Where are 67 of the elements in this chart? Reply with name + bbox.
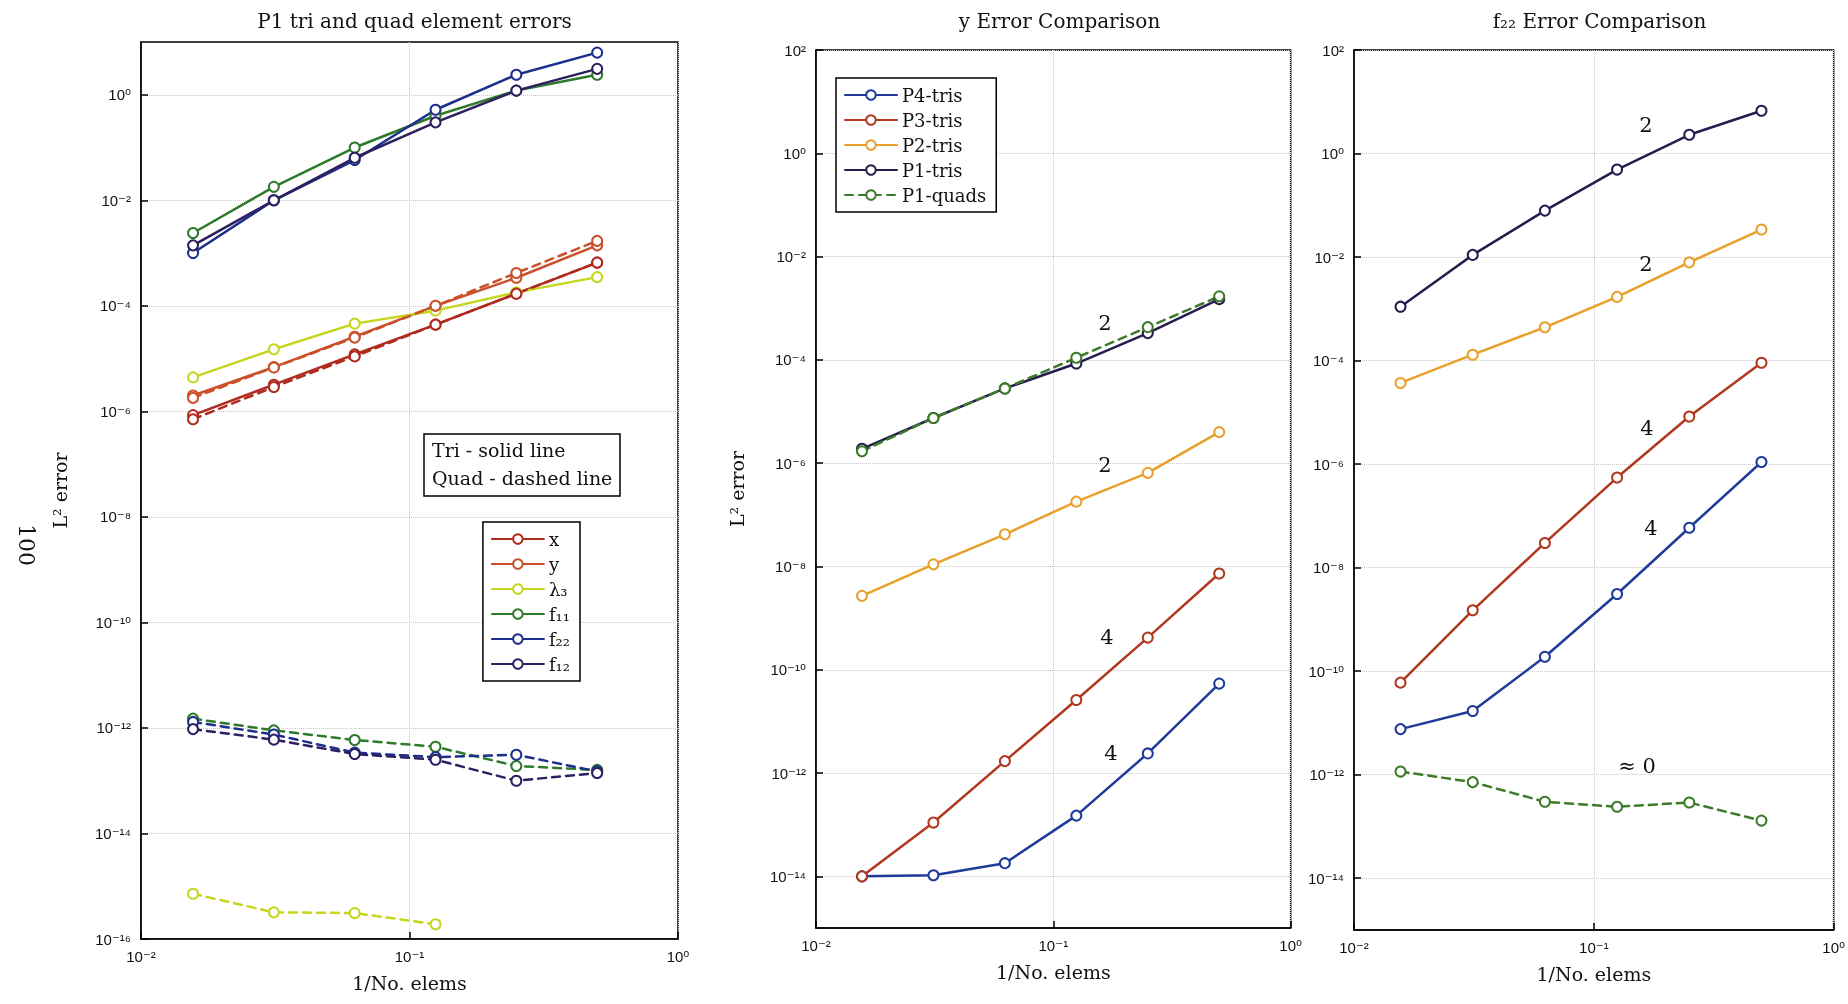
legend-label: P2-tris: [902, 134, 963, 156]
x-tick-label: 10⁰: [1279, 937, 1302, 954]
annotation: 2: [1098, 311, 1112, 335]
y-tick-label: 10⁻¹⁴: [769, 867, 806, 885]
y-tick-label: 10⁻¹²: [771, 764, 806, 782]
x-tick-label: 10⁰: [1822, 939, 1845, 956]
x-axis-title: 1/No. elems: [1536, 962, 1652, 985]
legend-label: f₁₂: [548, 653, 570, 675]
y-tick-label: 10⁻⁴: [1312, 352, 1345, 370]
x-tick-label: 10⁻¹: [1038, 937, 1069, 954]
y-tick-label: 10⁻¹⁰: [770, 661, 806, 679]
annotation: 2: [1639, 113, 1653, 137]
y-tick-label: 10⁰: [1321, 145, 1345, 163]
legend-label: P1-tris: [902, 159, 963, 181]
legend-label: P3-tris: [902, 109, 963, 131]
y-tick-label: 10⁻²: [101, 191, 131, 209]
y-tick-label: 10⁻⁸: [775, 557, 806, 575]
y-tick-label: 10⁻⁶: [100, 402, 131, 420]
x-tick-label: 10⁻²: [801, 937, 831, 954]
annotation: 4: [1100, 625, 1114, 649]
x-axis-title: 1/No. elems: [352, 971, 467, 994]
y-tick-label: 10⁻²: [1314, 248, 1345, 266]
x-axis-title: 1/No. elems: [996, 960, 1111, 983]
annotation: Tri - solid line: [432, 438, 566, 461]
y-tick-label: 10⁻⁸: [1313, 559, 1345, 577]
y-tick-label: 10²: [1322, 41, 1345, 59]
y-tick-label: 10⁻⁴: [99, 297, 131, 315]
y-tick-label: 10⁻⁴: [774, 351, 806, 369]
legend-label: P1-quads: [902, 184, 987, 206]
y-tick-label: 10⁻¹⁰: [1308, 662, 1345, 680]
legend-label: λ₃: [548, 578, 568, 600]
y-axis-title: L² error: [48, 451, 71, 529]
y-tick-label: 10⁻¹⁰: [95, 613, 131, 631]
y-tick-label: 10⁻¹⁴: [1308, 869, 1345, 887]
annotation: Quad - dashed line: [432, 466, 613, 489]
legend-label: f₁₁: [548, 603, 570, 625]
y-tick-label: 10⁻²: [776, 248, 806, 266]
annotation: 4: [1104, 741, 1118, 765]
y-tick-label: 10²: [784, 41, 806, 59]
legend-label: P4-tris: [902, 84, 963, 106]
x-tick-label: 10⁰: [666, 948, 690, 965]
y-tick-label: 10⁻¹⁶: [95, 930, 131, 948]
chart-title: P1 tri and quad element errors: [257, 9, 572, 33]
y-tick-label: 10⁻¹²: [96, 719, 131, 737]
y-tick-label: 10⁻⁶: [1313, 455, 1345, 473]
annotation: 4: [1644, 516, 1658, 540]
x-tick-label: 10⁻²: [126, 948, 156, 965]
legend-label: x: [548, 528, 560, 550]
y-tick-label: 10⁻¹²: [1309, 766, 1345, 784]
y-tick-label: 10⁰: [108, 86, 131, 104]
annotation: 2: [1639, 252, 1653, 276]
y-tick-label: 10⁰: [783, 144, 806, 162]
chart-title: f₂₂ Error Comparison: [1492, 9, 1707, 33]
legend-label: f₂₂: [548, 628, 570, 650]
y-tick-label: 10⁻¹⁴: [94, 824, 131, 842]
x-tick-label: 10⁻¹: [1579, 939, 1609, 956]
legend-label: y: [547, 553, 560, 575]
y-tick-label: 10⁻⁸: [100, 508, 131, 526]
annotation: ≈ 0: [1618, 754, 1656, 778]
y-axis-title: L² error: [725, 449, 748, 528]
x-tick-label: 10⁻²: [1339, 939, 1369, 956]
annotation: 4: [1640, 416, 1654, 440]
y-tick-label: 10⁻⁶: [775, 454, 806, 472]
chart-title: y Error Comparison: [957, 9, 1161, 33]
annotation: 2: [1098, 453, 1112, 477]
x-tick-label: 10⁻¹: [394, 948, 425, 965]
text: 100: [13, 524, 39, 566]
